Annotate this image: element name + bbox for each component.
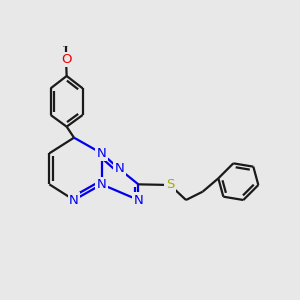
Text: N: N xyxy=(97,147,106,160)
Text: N: N xyxy=(97,178,106,191)
Text: methoxy: methoxy xyxy=(63,45,69,46)
Text: S: S xyxy=(166,178,174,191)
Text: O: O xyxy=(61,53,71,66)
Text: N: N xyxy=(115,163,124,176)
Text: N: N xyxy=(69,194,79,206)
Text: N: N xyxy=(134,194,143,206)
